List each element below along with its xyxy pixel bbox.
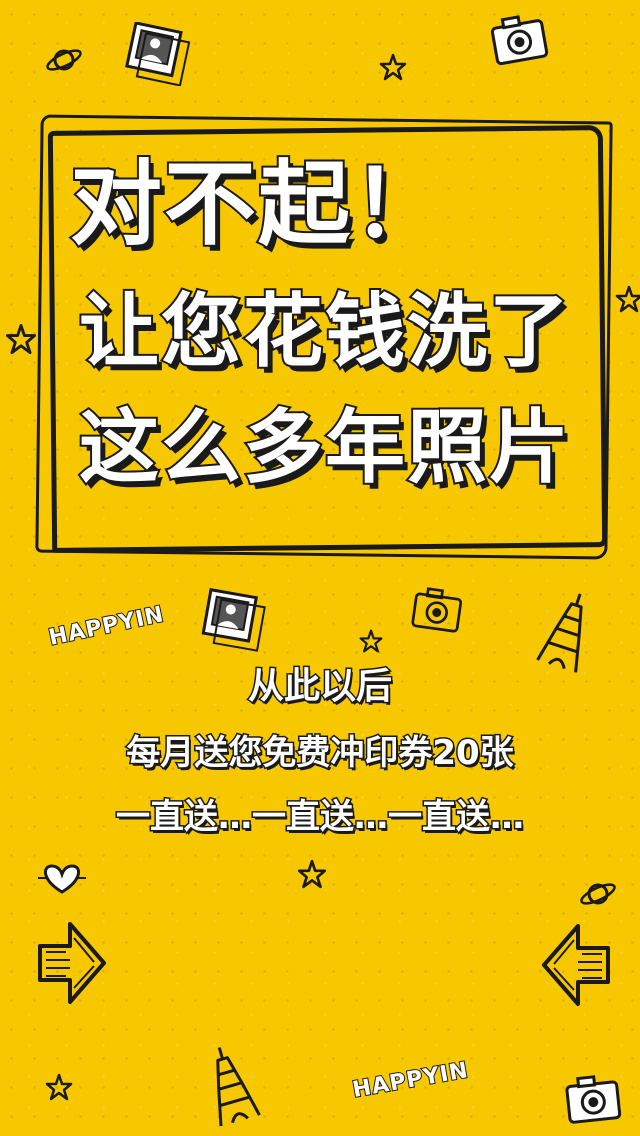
eiffel-tower-icon [216,1047,261,1127]
subtext-line-2: 每月送您免费冲印券20张 [125,732,515,775]
star-icon [615,285,640,313]
planet-icon [580,883,616,905]
planet-icon [46,49,82,71]
arrow-right-icon [38,922,106,1004]
photo-icon [125,22,191,86]
headline-line-2: 让您花钱洗了 [77,283,571,380]
heart-icon [38,864,86,894]
star-icon [359,629,383,653]
camera-icon [565,1075,622,1124]
subtext-line-3: 一直送…一直送…一直送… [115,796,526,839]
star-icon [379,53,407,81]
headline-line-3: 这么多年照片 [77,399,571,496]
star-icon [45,1073,73,1101]
eiffel-tower-icon [536,593,583,673]
camera-icon [411,587,463,633]
headline-line-1: 对不起！ [68,149,447,260]
arrow-left-icon [542,924,610,1006]
subtext-line-1: 从此以后 [246,665,393,709]
camera-icon [490,15,549,66]
star-icon [297,859,327,889]
photo-icon [201,588,266,652]
star-icon [5,323,37,355]
